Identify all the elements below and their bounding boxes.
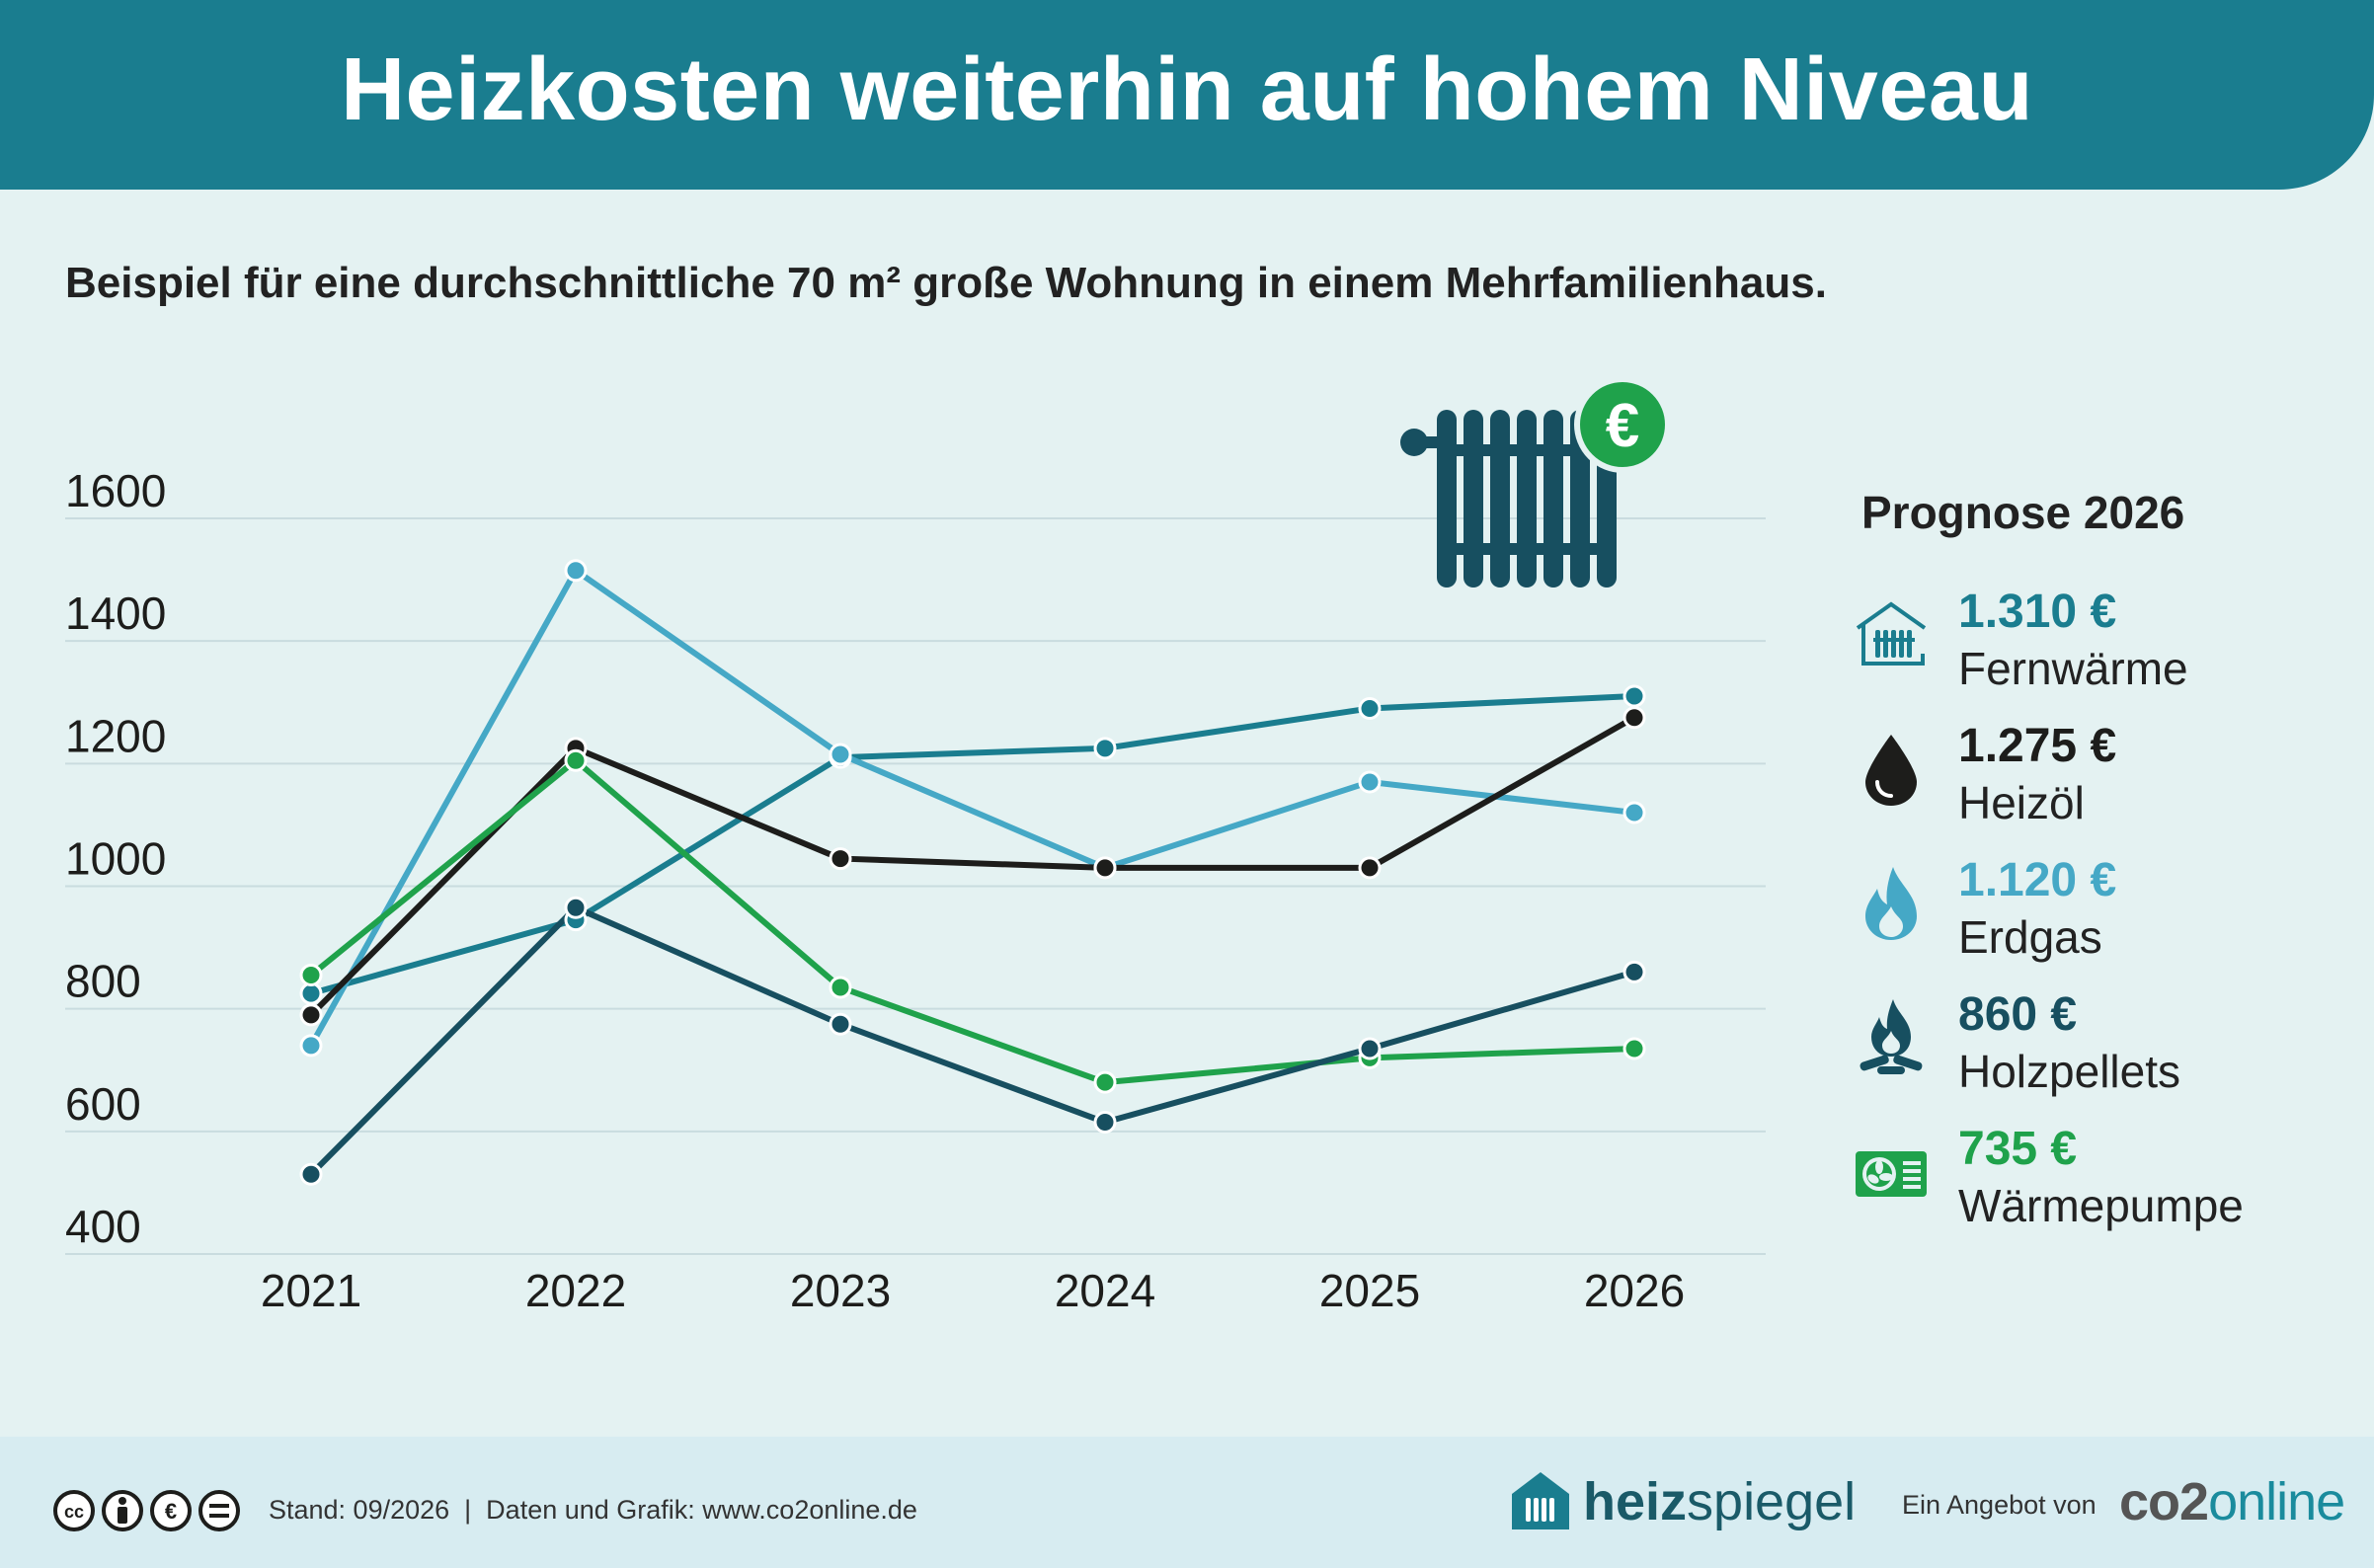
data-point: [1093, 1111, 1117, 1135]
legend-item-heizoel: 1.275 € Heizöl: [1852, 719, 2345, 837]
legend-item-holzpellets: 860 € Holzpellets: [1852, 987, 2345, 1106]
district-heating-icon: [1856, 601, 1927, 666]
x-tick-label: 2025: [1319, 1265, 1420, 1316]
data-point: [299, 964, 323, 987]
data-point: [1622, 684, 1646, 708]
y-tick-label: 400: [65, 1201, 141, 1252]
svg-text:cc: cc: [64, 1502, 84, 1522]
chart-points: [299, 559, 1646, 1186]
heizspiegel-logo-icon: [1512, 1472, 1569, 1529]
x-tick-label: 2023: [790, 1265, 891, 1316]
data-point: [1358, 856, 1382, 880]
legend-value: 1.275 €: [1958, 720, 2117, 772]
data-point: [829, 743, 852, 766]
chart-subtitle: Beispiel für eine durchschnittliche 70 m…: [65, 259, 1827, 307]
x-tick-label: 2021: [261, 1265, 361, 1316]
legend-label: Wärmepumpe: [1958, 1180, 2244, 1231]
data-point: [1093, 856, 1117, 880]
radiator-euro-icon: €: [1400, 376, 1671, 588]
data-point: [1358, 1037, 1382, 1060]
x-tick-label: 2024: [1055, 1265, 1155, 1316]
legend-item-fernwaerme: 1.310 € Fernwärme: [1852, 585, 2345, 703]
legend-value: 860 €: [1958, 988, 2078, 1041]
data-point: [1093, 1070, 1117, 1094]
offer-text: Ein Angebot von: [1902, 1490, 2097, 1520]
svg-text:€: €: [165, 1499, 177, 1524]
data-point: [1622, 960, 1646, 983]
y-tick-label: 1400: [65, 588, 166, 639]
wood-fire-icon: [1860, 999, 1923, 1074]
heizspiegel-logo: heizspiegel: [1583, 1472, 1857, 1531]
x-tick-label: 2026: [1584, 1265, 1685, 1316]
series-line-0: [310, 693, 1635, 997]
legend-label: Heizöl: [1958, 777, 2085, 828]
y-axis-ticks: 400 600 800 1000 1200 1400 1600: [65, 465, 166, 1252]
data-point: [1358, 696, 1382, 720]
series-line-1: [308, 567, 1635, 1048]
data-point: [829, 1012, 852, 1036]
series-line-4: [308, 904, 1635, 1177]
footer-credits: Stand: 09/2026 | Daten und Grafik: www.c…: [269, 1495, 917, 1525]
cc-by-nc-nd-icon: cc €: [53, 1490, 240, 1531]
data-point: [564, 896, 588, 919]
legend-title: Prognose 2026: [1861, 487, 2185, 538]
legend-label: Fernwärme: [1958, 643, 2188, 694]
y-tick-label: 1000: [65, 833, 166, 885]
data-point: [1093, 737, 1117, 760]
data-point: [299, 981, 323, 1005]
data-point: [1622, 706, 1646, 730]
header-banner: Heizkosten weiterhin auf hohem Niveau: [0, 0, 2374, 190]
data-point: [299, 1162, 323, 1186]
oil-drop-icon: [1865, 735, 1917, 806]
series-line-3: [309, 757, 1635, 1086]
data-point: [1622, 1037, 1646, 1060]
heat-pump-icon: [1856, 1151, 1927, 1197]
legend-label: Holzpellets: [1958, 1046, 2180, 1097]
legend-value: 1.120 €: [1958, 854, 2117, 906]
data-point: [1622, 801, 1646, 824]
data-point: [1358, 770, 1382, 794]
y-tick-label: 600: [65, 1078, 141, 1130]
data-point: [299, 1003, 323, 1027]
y-tick-label: 1600: [65, 465, 166, 516]
legend-item-waermepumpe: 735 € Wärmepumpe: [1852, 1122, 2345, 1240]
data-point: [564, 748, 588, 772]
x-tick-label: 2022: [525, 1265, 626, 1316]
legend-item-erdgas: 1.120 € Erdgas: [1852, 853, 2345, 972]
legend-value: 735 €: [1958, 1123, 2078, 1175]
page-title: Heizkosten weiterhin auf hohem Niveau: [341, 40, 2033, 139]
co2online-logo: co2online: [2119, 1472, 2345, 1531]
chart-series: [308, 567, 1636, 1177]
legend-value: 1.310 €: [1958, 586, 2117, 638]
data-point: [564, 559, 588, 583]
x-axis-ticks: 2021 2022 2023 2024 2025 2026: [261, 1265, 1685, 1316]
data-point: [829, 976, 852, 999]
y-tick-label: 1200: [65, 710, 166, 761]
euro-symbol: €: [1606, 392, 1639, 460]
data-point: [299, 1034, 323, 1058]
legend-label: Erdgas: [1958, 911, 2102, 963]
y-tick-label: 800: [65, 956, 141, 1007]
footer: [0, 1437, 2374, 1568]
data-point: [829, 847, 852, 871]
gas-flame-icon: [1865, 867, 1917, 940]
chart-grid: [65, 517, 1766, 1255]
